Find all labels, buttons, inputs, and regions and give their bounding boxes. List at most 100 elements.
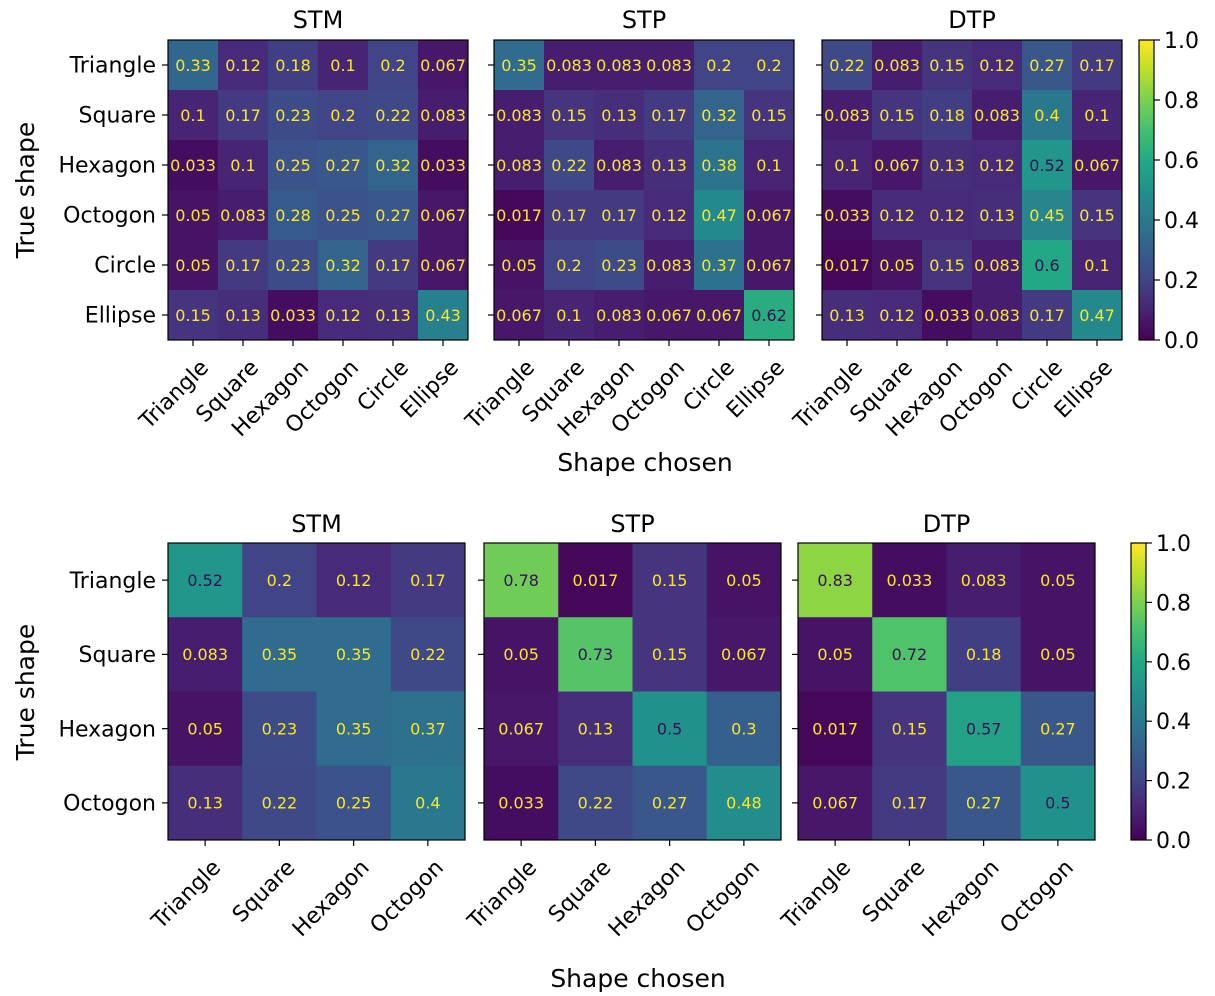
cell-value-label: 0.32 bbox=[375, 156, 411, 175]
heatmap-cell bbox=[168, 765, 243, 841]
cell-value-label: 0.067 bbox=[746, 256, 792, 275]
heatmap-cell bbox=[922, 140, 973, 191]
heatmap-cell bbox=[484, 617, 559, 692]
heatmap-cell bbox=[1022, 40, 1073, 91]
cell-value-label: 0.15 bbox=[652, 571, 688, 590]
cell-value-label: 0.017 bbox=[496, 206, 542, 225]
heatmap-cell bbox=[168, 140, 219, 191]
cell-value-label: 0.4 bbox=[1034, 106, 1059, 125]
cell-value-label: 0.083 bbox=[874, 56, 920, 75]
heatmap-cell bbox=[972, 190, 1023, 241]
panel-frame bbox=[167, 39, 469, 341]
heatmap-cell bbox=[368, 240, 419, 291]
heatmap-cell bbox=[318, 140, 369, 191]
colorbar-tick-label: 0.4 bbox=[1164, 209, 1199, 234]
cell-value-label: 0.13 bbox=[651, 156, 687, 175]
heatmap-cell bbox=[494, 290, 545, 341]
cell-value-label: 0.43 bbox=[425, 306, 461, 325]
heatmap-cell bbox=[494, 240, 545, 291]
cell-value-label: 0.12 bbox=[879, 306, 915, 325]
heatmap-cell bbox=[418, 90, 469, 141]
x-axis-label: Shape chosen bbox=[557, 448, 732, 477]
panel-frame bbox=[483, 542, 782, 841]
cell-value-label: 0.2 bbox=[330, 106, 355, 125]
colorbar-tick-label: 0.8 bbox=[1164, 89, 1199, 114]
heatmap-cell bbox=[268, 190, 319, 241]
cell-value-label: 0.35 bbox=[336, 719, 372, 738]
cell-value-label: 0.25 bbox=[325, 206, 361, 225]
heatmap-cell bbox=[168, 40, 219, 91]
cell-value-label: 0.033 bbox=[420, 156, 466, 175]
heatmap-cell bbox=[316, 543, 392, 618]
heatmap-cell bbox=[268, 140, 319, 191]
cell-value-label: 0.05 bbox=[817, 645, 853, 664]
cell-value-label: 0.083 bbox=[646, 256, 692, 275]
cell-value-label: 0.067 bbox=[721, 645, 767, 664]
heatmap-panel-dtp: 0.22 0.083 0.15 0.12 0.27 0.17 0.083 0.15 0.18 0.… bbox=[789, 6, 1123, 442]
cell-value-label: 0.017 bbox=[812, 719, 858, 738]
cell-value-label: 0.067 bbox=[420, 206, 466, 225]
heatmap-cell bbox=[316, 691, 392, 767]
x-tick-label: Octogon bbox=[682, 855, 765, 938]
cell-value-label: 0.083 bbox=[220, 206, 266, 225]
heatmap-cell bbox=[494, 40, 545, 91]
heatmap-cell bbox=[632, 617, 708, 692]
cell-value-label: 0.6 bbox=[1034, 256, 1059, 275]
cell-value-label: 0.033 bbox=[270, 306, 316, 325]
heatmap-cell bbox=[822, 40, 873, 91]
colorbar-tick-label: 0.6 bbox=[1156, 651, 1191, 676]
cell-value-label: 0.33 bbox=[175, 56, 211, 75]
cell-value-label: 0.13 bbox=[578, 719, 614, 738]
cell-value-label: 0.13 bbox=[375, 306, 411, 325]
heatmap-cell bbox=[644, 240, 695, 291]
cell-value-label: 0.27 bbox=[1029, 56, 1065, 75]
heatmap-cell bbox=[168, 290, 219, 341]
heatmap-cell bbox=[218, 190, 269, 241]
heatmap-cell bbox=[922, 240, 973, 291]
y-tick-label: Circle bbox=[94, 254, 156, 279]
cell-value-label: 0.1 bbox=[180, 106, 205, 125]
cell-value-label: 0.57 bbox=[966, 719, 1002, 738]
heatmap-cell bbox=[544, 90, 595, 141]
cell-value-label: 0.017 bbox=[572, 571, 618, 590]
heatmap-cell bbox=[594, 90, 645, 141]
heatmap-cell bbox=[706, 543, 782, 618]
y-tick-label: Hexagon bbox=[58, 717, 156, 742]
heatmap-cell bbox=[972, 290, 1023, 341]
heatmap-cell bbox=[822, 290, 873, 341]
heatmap-cell bbox=[1072, 40, 1123, 91]
heatmap-cell bbox=[268, 90, 319, 141]
cell-value-label: 0.32 bbox=[325, 256, 361, 275]
cell-value-label: 0.083 bbox=[824, 106, 870, 125]
heatmap-cell bbox=[418, 40, 469, 91]
cell-value-label: 0.32 bbox=[701, 106, 737, 125]
heatmap-panel-stp: 0.35 0.083 0.083 0.083 0.2 0.20.083 0.15 0.13 0.… bbox=[461, 6, 795, 442]
heatmap-cell bbox=[798, 617, 873, 692]
cell-value-label: 0.23 bbox=[275, 106, 311, 125]
panel-frame bbox=[797, 542, 1096, 841]
heatmap-cell bbox=[494, 140, 545, 191]
cell-value-label: 0.067 bbox=[420, 56, 466, 75]
x-tick-label: Square bbox=[858, 855, 930, 927]
heatmap-cell bbox=[484, 691, 559, 767]
heatmap-cell bbox=[368, 40, 419, 91]
cell-value-label: 0.067 bbox=[746, 206, 792, 225]
cell-value-label: 0.083 bbox=[974, 106, 1020, 125]
heatmap-cell bbox=[390, 617, 466, 692]
cell-value-label: 0.1 bbox=[756, 156, 781, 175]
cell-value-label: 0.083 bbox=[974, 306, 1020, 325]
heatmap-cell bbox=[418, 190, 469, 241]
heatmap-cell bbox=[744, 240, 795, 291]
y-axis-label: True shape bbox=[11, 624, 40, 762]
cell-value-label: 0.48 bbox=[726, 794, 762, 813]
heatmap-cell bbox=[218, 140, 269, 191]
cell-value-label: 0.12 bbox=[336, 571, 372, 590]
heatmap-cell bbox=[822, 140, 873, 191]
chart-group-top: 0.33 0.12 0.18 0.1 0.2 0.067 0.1 0.17 0.23 0.2 0.2… bbox=[11, 6, 1199, 477]
y-tick-label: Square bbox=[79, 643, 156, 668]
x-tick-label: Triangle bbox=[147, 855, 226, 934]
heatmap-cell bbox=[242, 617, 317, 692]
cell-value-label: 0.22 bbox=[829, 56, 865, 75]
heatmap-cell bbox=[368, 190, 419, 241]
